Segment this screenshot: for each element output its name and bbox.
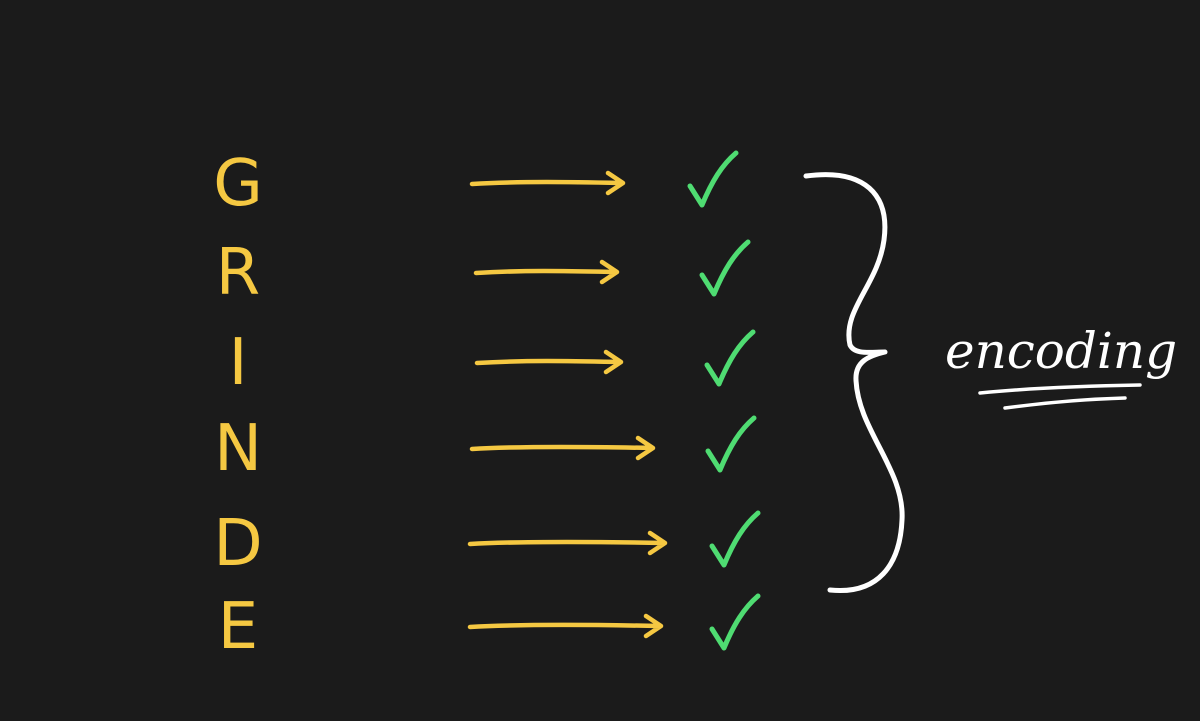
arrow-icon (469, 435, 656, 461)
check-icon (704, 329, 756, 387)
check-icon (687, 150, 739, 208)
check-icon (709, 510, 761, 568)
encoding-label: encoding (945, 322, 1177, 380)
row-i: I (229, 326, 756, 400)
arrow-icon (473, 259, 620, 285)
curly-brace-icon (803, 172, 905, 594)
label-underline (978, 383, 1142, 410)
row-r: R (216, 236, 751, 310)
letter-e: E (218, 590, 258, 664)
check-icon (705, 415, 757, 473)
row-n: N (214, 412, 757, 486)
arrow-icon (469, 170, 626, 196)
letter-g: G (213, 147, 263, 221)
letter-r: R (216, 236, 260, 310)
letter-n: N (214, 412, 262, 486)
row-g: G (213, 147, 739, 221)
arrow-icon (467, 613, 664, 639)
arrow-icon (467, 530, 668, 556)
arrow-icon (474, 349, 624, 375)
check-icon (709, 593, 761, 651)
row-d: D (213, 507, 761, 581)
row-e: E (218, 590, 761, 664)
check-icon (699, 239, 751, 297)
letter-i: I (229, 326, 248, 400)
letter-d: D (213, 507, 262, 581)
